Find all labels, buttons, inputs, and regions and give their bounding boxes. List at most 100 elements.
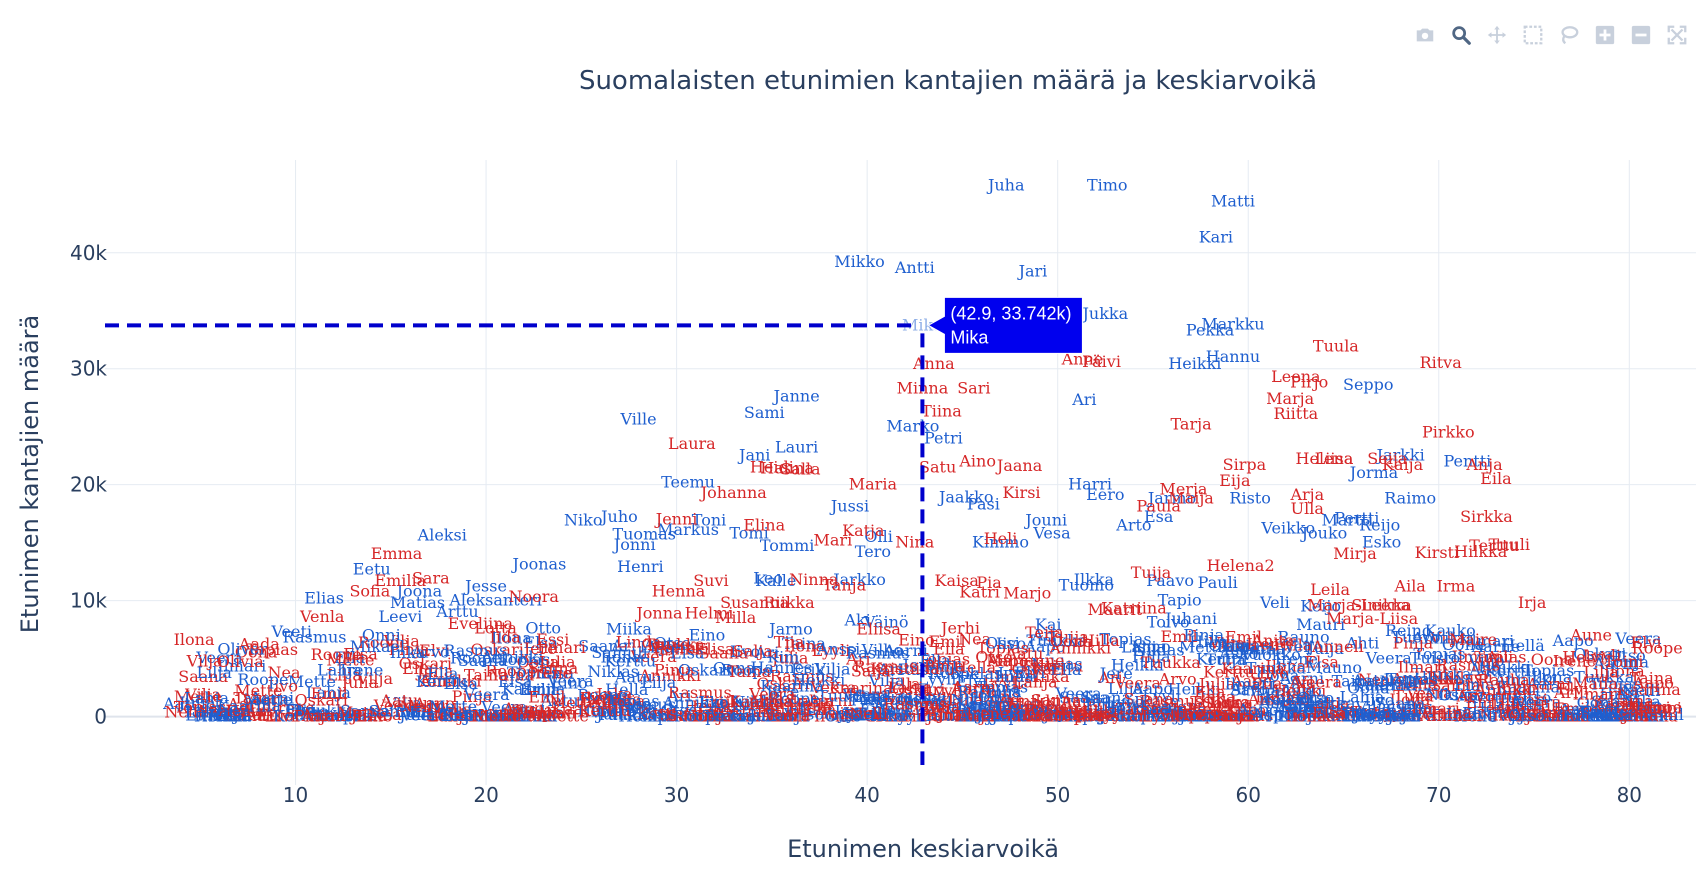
scatter-point: Inka bbox=[216, 702, 252, 721]
pan-button[interactable] bbox=[1482, 20, 1512, 50]
scatter-point: Eino bbox=[420, 671, 457, 690]
scatter-point: Tapio bbox=[1158, 591, 1202, 610]
scatter-point: Elvi bbox=[419, 641, 450, 660]
scatter-point: Aatu bbox=[1378, 706, 1417, 725]
scatter-point: Saana bbox=[1059, 688, 1109, 707]
scatter-point: Pinja bbox=[654, 660, 695, 679]
scatter-point: Rasmus bbox=[1139, 692, 1203, 711]
scatter-point: Aapo bbox=[1023, 637, 1065, 656]
scatter-point: Hilla bbox=[1342, 706, 1381, 725]
scatter-point: Lauri bbox=[775, 438, 818, 457]
scatter-point: Kaarina bbox=[1221, 659, 1285, 678]
scatter-point: Susanna bbox=[720, 593, 790, 612]
scatter-point: Iivo bbox=[268, 676, 298, 695]
scatter-point: Tiia bbox=[774, 632, 805, 651]
scatter-point: Aapo bbox=[1558, 700, 1600, 719]
autoscale-button[interactable] bbox=[1662, 20, 1692, 50]
scatter-point: Ilona bbox=[972, 689, 1013, 708]
scatter-point: Olavi bbox=[1208, 636, 1250, 655]
scatter-point: Inka bbox=[1170, 706, 1206, 725]
scatter-point: Tuukka bbox=[1411, 664, 1472, 683]
scatter-point: Tommi bbox=[760, 536, 815, 555]
scatter-point: Janne bbox=[772, 387, 820, 406]
scatter-point: Oskari bbox=[771, 692, 824, 711]
scatter-point: Lahja bbox=[1305, 694, 1350, 713]
scatter-point: Mauri bbox=[1296, 615, 1345, 634]
scatter-point: Tuomas bbox=[612, 525, 676, 544]
scatter-point: Saana bbox=[1356, 704, 1406, 723]
scatter-point: Lilja bbox=[1490, 694, 1526, 713]
scatter-point: Julia bbox=[177, 693, 216, 712]
scatter-point: Heikki bbox=[218, 701, 271, 720]
scatter-point: Aatu bbox=[162, 694, 201, 713]
scatter-point: Kaarina bbox=[729, 692, 793, 711]
scatter-point: Heikki bbox=[1362, 704, 1415, 723]
scatter-point: Irene bbox=[996, 698, 1039, 717]
scatter-point: Eino bbox=[852, 705, 889, 724]
scatter-point: Oona bbox=[1243, 640, 1286, 659]
scatter-point: Elvi bbox=[1014, 663, 1045, 682]
scatter-point: Inka bbox=[871, 706, 907, 725]
scatter-point: Oskari bbox=[399, 654, 452, 673]
scatter-point: Olli bbox=[864, 527, 892, 546]
zoom-out-button[interactable] bbox=[1626, 20, 1656, 50]
download-button[interactable] bbox=[1410, 20, 1440, 50]
scatter-point: Pauli bbox=[1198, 573, 1238, 592]
scatter-point: Kaija bbox=[1382, 455, 1424, 474]
scatter-point: Ella bbox=[919, 651, 951, 670]
scatter-point: Irene bbox=[1183, 705, 1226, 724]
scatter-point: Aarni bbox=[301, 706, 346, 725]
scatter-point: Julia bbox=[747, 706, 786, 725]
scatter-point: Jari bbox=[1017, 261, 1048, 280]
scatter-point: Sanna bbox=[1230, 681, 1281, 700]
scatter-point: Veera bbox=[630, 647, 678, 666]
scatter-point: Topias bbox=[498, 650, 550, 669]
scatter-point: Erik bbox=[791, 660, 825, 679]
hover-coordinates: (42.9, 33.742k) bbox=[950, 303, 1071, 323]
scatter-point: Tuukka bbox=[817, 686, 878, 705]
scatter-point: Otso bbox=[757, 706, 794, 725]
scatter-point: Jani bbox=[737, 446, 770, 465]
scatter-point: Lahja bbox=[1339, 688, 1384, 707]
scatter-point: Elvi bbox=[1109, 697, 1140, 716]
scatter-point: Emil bbox=[1580, 702, 1617, 721]
zoom-in-button[interactable] bbox=[1590, 20, 1620, 50]
scatter-point: Oona bbox=[963, 704, 1006, 723]
scatter-point: Elsa bbox=[443, 674, 478, 693]
scatter-point: Oskari bbox=[1047, 706, 1100, 725]
scatter-point: Topias bbox=[607, 692, 659, 711]
scatter-point: Pinja bbox=[389, 640, 430, 659]
zoom-button[interactable] bbox=[1446, 20, 1476, 50]
scatter-point: Oona bbox=[1347, 679, 1390, 698]
hover-spikelines bbox=[105, 323, 925, 765]
scatter-point: Oona bbox=[897, 691, 940, 710]
scatter-point: Taina bbox=[1215, 637, 1259, 656]
scatter-point: Aatu bbox=[1468, 660, 1507, 679]
box-select-button[interactable] bbox=[1518, 20, 1548, 50]
scatter-point: Iivo bbox=[1032, 704, 1062, 723]
scatter-point: Lahja bbox=[1013, 705, 1058, 724]
scatter-point: Hilla bbox=[1189, 632, 1228, 651]
scatter-point: Nelli bbox=[1213, 707, 1252, 726]
scatter-point: Jussi bbox=[829, 497, 869, 516]
scatter-point-hovered: Mika bbox=[902, 315, 943, 334]
scatter-point: Inka bbox=[1642, 707, 1678, 726]
scatter-point: Aarni bbox=[1279, 669, 1324, 688]
scatter-point: Rasmus bbox=[854, 657, 918, 676]
scatter-point: Rasmus bbox=[1024, 700, 1088, 719]
scatter-point: Mikael bbox=[350, 637, 405, 656]
scatter-point: Anna bbox=[912, 354, 955, 373]
scatter-point: Julia bbox=[415, 662, 454, 681]
lasso-select-button[interactable] bbox=[1554, 20, 1584, 50]
scatter-point: Vilja bbox=[186, 651, 223, 670]
scatter-point: Tuukka bbox=[1573, 705, 1634, 724]
scatter-point: Veera bbox=[195, 648, 243, 667]
scatter-point: Ilona bbox=[1604, 661, 1645, 680]
scatter-point: Anneli bbox=[1311, 637, 1364, 656]
scatter-point: Marja-Liisa bbox=[1326, 609, 1419, 628]
scatter-point: Aleksi bbox=[417, 526, 467, 545]
scatter-point: Saana bbox=[1591, 692, 1641, 711]
scatter-point: Aarni bbox=[1626, 698, 1671, 717]
scatter-point: Veera bbox=[462, 685, 510, 704]
